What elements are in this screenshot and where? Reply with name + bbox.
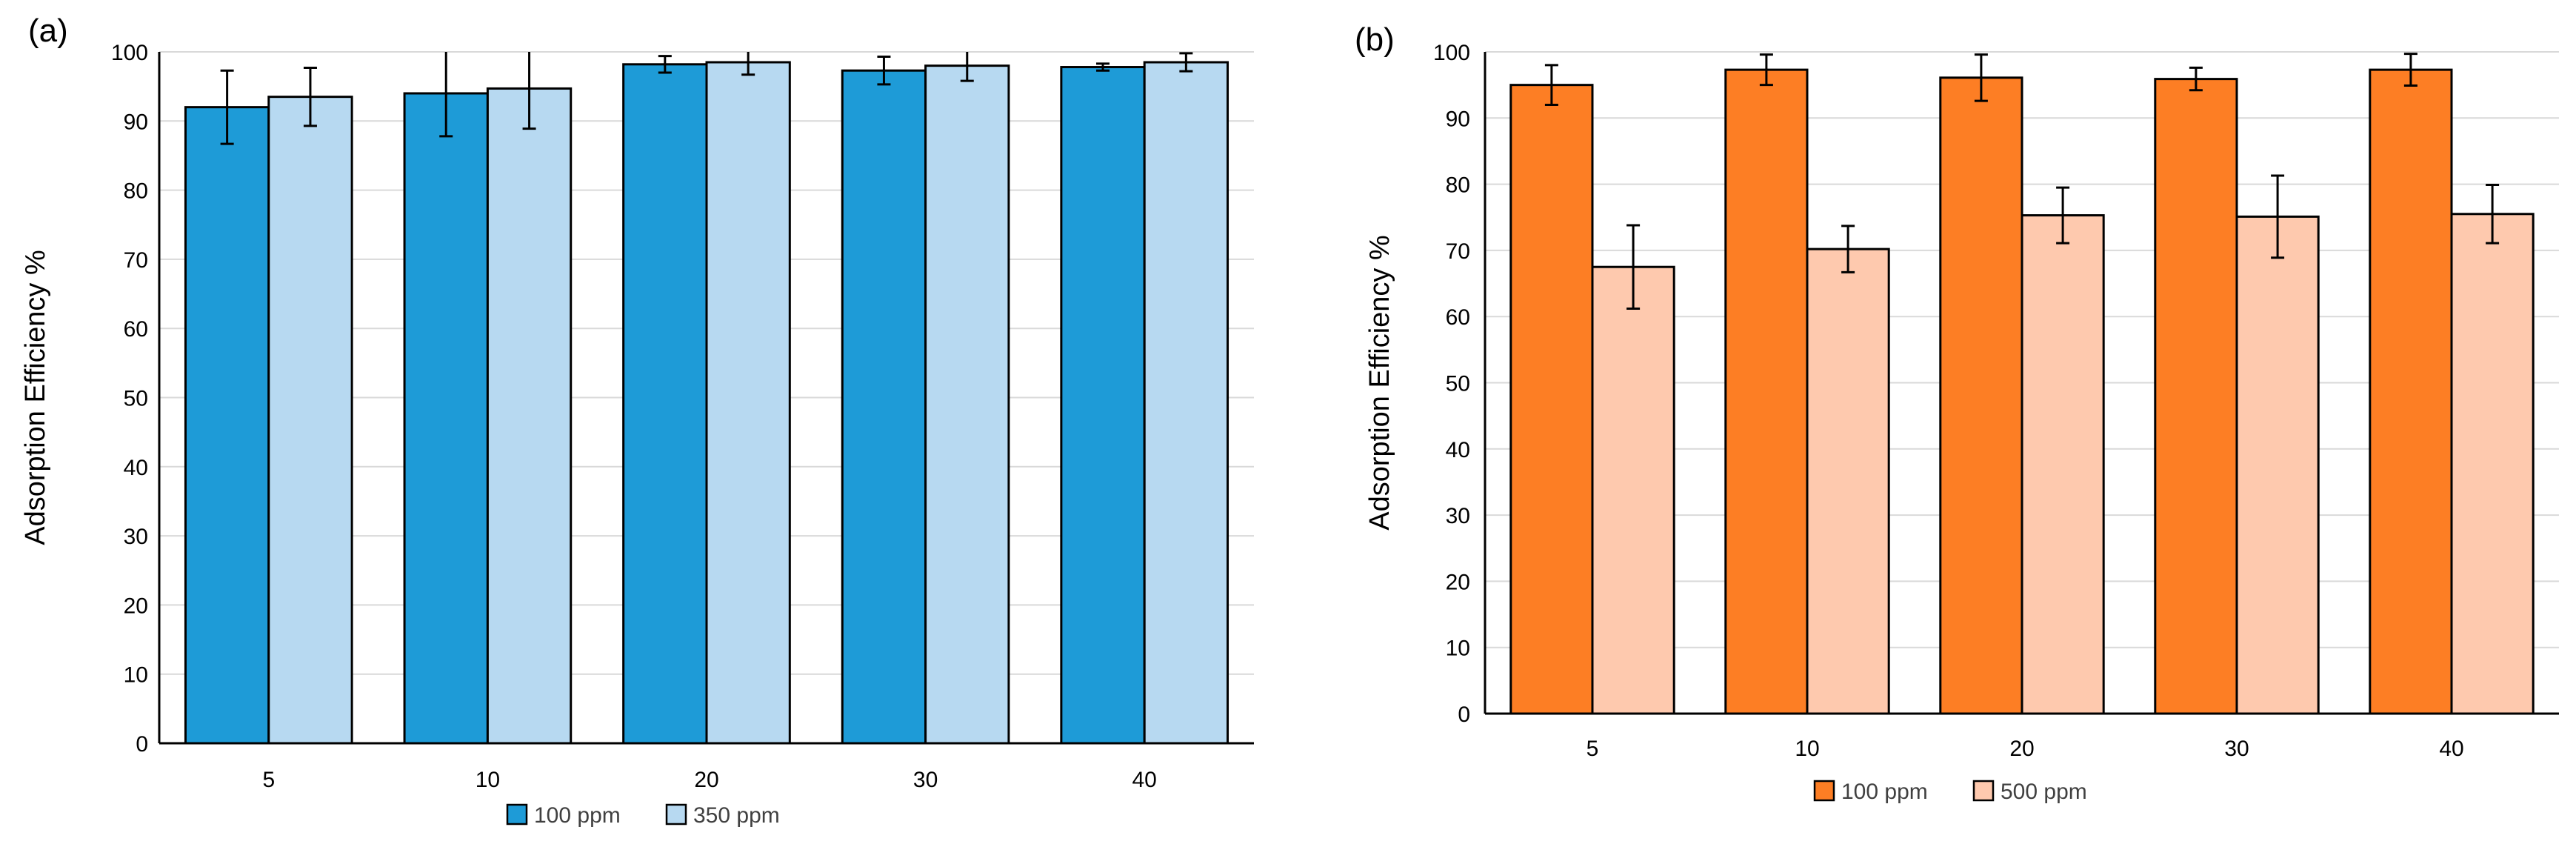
bar (2021, 214, 2105, 715)
y-tick-label: 30 (124, 525, 148, 549)
y-tick-label: 40 (1446, 438, 1470, 462)
legend-label: 100 ppm (1841, 780, 1928, 804)
y-tick-label: 60 (124, 317, 148, 342)
y-tick-label: 10 (124, 663, 148, 688)
y-tick-label: 100 (1433, 41, 1470, 65)
y-tick-label: 50 (124, 387, 148, 411)
legend-label: 500 ppm (2001, 780, 2087, 804)
bar (1724, 68, 1809, 715)
bar (1060, 66, 1146, 745)
y-tick-label: 80 (1446, 173, 1470, 198)
y-tick-label: 0 (136, 732, 148, 757)
y-tick-label: 60 (1446, 305, 1470, 330)
bar (1806, 248, 1890, 715)
bar (1591, 265, 1675, 715)
panel-label: (a) (28, 13, 68, 49)
legend-label: 350 ppm (693, 803, 780, 828)
bar (403, 92, 489, 745)
x-tick-label: 30 (913, 768, 938, 792)
x-tick-label: 20 (2009, 737, 2034, 761)
bar (705, 61, 791, 745)
y-tick-label: 0 (1458, 702, 1470, 727)
x-tick-label: 5 (1586, 737, 1599, 761)
bar (2369, 68, 2453, 715)
x-tick-label: 20 (694, 768, 718, 792)
panel-b: 0 10 20 30 40 50 60 70 80 90 100 5 10 20 30 40 Adsorptio… (1355, 21, 2559, 804)
bar (841, 69, 927, 745)
y-axis-title: Adsorption Efficiency % (20, 250, 51, 545)
y-tick-label: 90 (1446, 107, 1470, 131)
bar (2154, 78, 2238, 715)
y-tick-label: 50 (1446, 372, 1470, 396)
bar (924, 64, 1010, 745)
legend-label: 100 ppm (534, 803, 621, 828)
y-tick-label: 70 (1446, 239, 1470, 264)
legend-swatch (1813, 780, 1835, 802)
bar (1939, 76, 2023, 715)
y-tick-label: 30 (1446, 504, 1470, 528)
y-axis-title: Adsorption Efficiency % (1364, 235, 1395, 531)
y-tick-label: 100 (111, 41, 148, 65)
legend-swatch (1972, 780, 1995, 802)
y-tick-label: 80 (124, 179, 148, 204)
y-tick-label: 40 (124, 456, 148, 480)
bar (486, 87, 573, 745)
y-tick-label: 70 (124, 248, 148, 273)
x-tick-label: 10 (1795, 737, 1819, 761)
bar (2235, 215, 2320, 715)
legend-swatch (506, 803, 528, 826)
x-tick-label: 30 (2224, 737, 2249, 761)
y-tick-label: 90 (124, 110, 148, 134)
x-tick-label: 40 (2439, 737, 2463, 761)
legend-swatch (665, 803, 687, 826)
bar (622, 63, 708, 745)
bar (184, 106, 270, 745)
bar (267, 96, 353, 745)
y-tick-label: 20 (1446, 570, 1470, 594)
x-tick-label: 40 (1132, 768, 1157, 792)
y-tick-label: 10 (1446, 637, 1470, 661)
x-tick-label: 5 (262, 768, 275, 792)
panel-a: 0 10 20 30 40 50 60 70 80 90 100 5 10 20 30 40 Adsorptio… (20, 13, 1254, 828)
panel-label: (b) (1355, 21, 1395, 58)
bar (1143, 61, 1229, 745)
bar (1509, 84, 1594, 715)
y-tick-label: 20 (124, 594, 148, 618)
x-tick-label: 10 (476, 768, 500, 792)
bar (2450, 213, 2535, 715)
